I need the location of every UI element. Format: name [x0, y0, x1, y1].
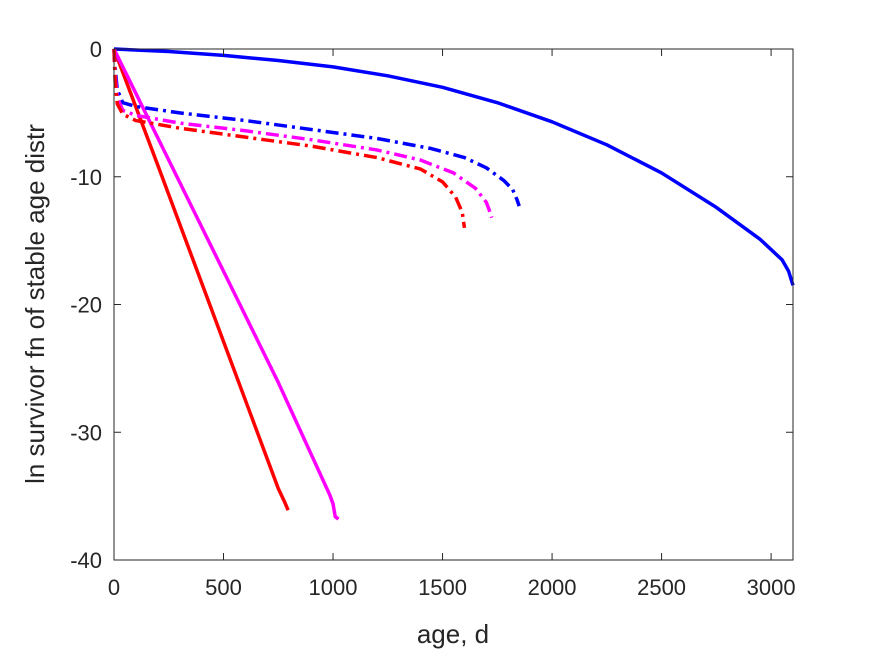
y-axis: 0 -10 -20 -30 -40 [70, 37, 793, 573]
y-axis-label: ln survivor fn of stable age distr [20, 124, 50, 484]
series-line-3 [112, 48, 340, 521]
series-line-4 [112, 48, 521, 207]
x-tick-label: 500 [205, 575, 242, 600]
series-line-1 [113, 47, 795, 286]
y-tick-label: 0 [90, 37, 102, 62]
x-tick-label: 1000 [309, 575, 358, 600]
series-line-2 [112, 48, 290, 511]
x-tick-label: 2000 [528, 575, 577, 600]
series-line-5 [112, 48, 494, 219]
y-tick-label: -20 [70, 293, 102, 318]
x-axis: 0 500 1000 1500 2000 2500 3000 [108, 49, 796, 600]
x-tick-label: 2500 [637, 575, 686, 600]
y-tick-label: -40 [70, 548, 102, 573]
y-tick-label: -10 [70, 165, 102, 190]
x-tick-label: 3000 [747, 575, 796, 600]
x-tick-label: 1500 [418, 575, 467, 600]
x-tick-label: 0 [108, 575, 120, 600]
series-line-6 [112, 48, 467, 229]
series-layer [112, 47, 795, 521]
y-tick-label: -30 [70, 420, 102, 445]
x-axis-label: age, d [417, 619, 489, 649]
